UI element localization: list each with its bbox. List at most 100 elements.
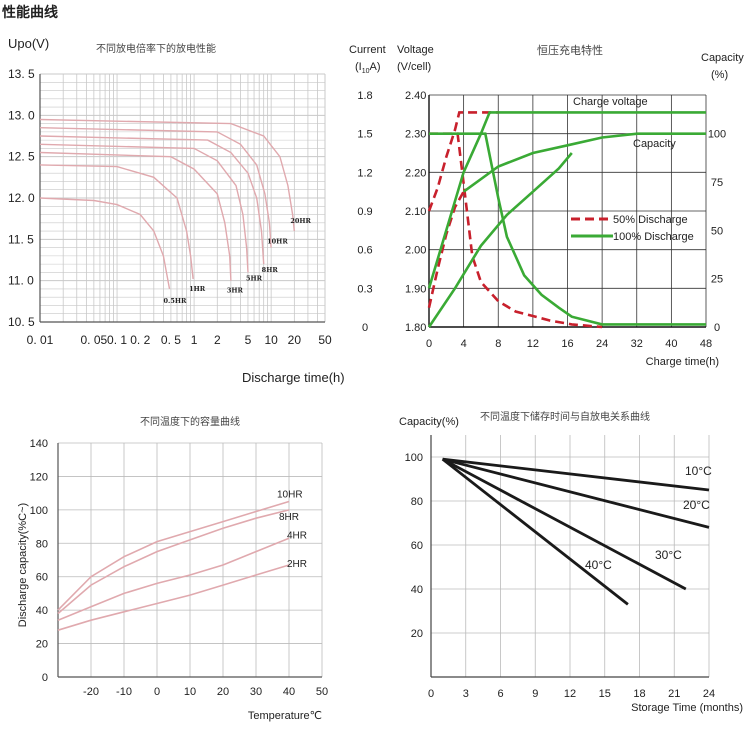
series-line-20°C [442,457,710,529]
x-tick-label: 40 [283,686,295,698]
y-tick-label: 20 [36,639,48,651]
x-tick-label: 0 [426,338,432,350]
chart-title: 恒压充电特性 [537,43,603,57]
x-tick-label: 20 [288,333,302,347]
series-line-4HR [57,537,290,621]
series-line-10HR [39,127,272,248]
current-axis-label: Current [349,44,386,56]
x-axis-label: Charge time(h) [646,356,719,368]
series-line-0.5HR [39,197,171,290]
y-tick-label: 40 [36,605,48,617]
self-discharge-chart: 20 40 60 80 100 0 3 6 9 12 15 18 21 24 Capacity(%) 不同温度… [399,410,743,714]
y-tick-label: 40 [411,584,423,596]
series-line-100-discharge-current [429,132,706,326]
series-label: 8HR [262,266,279,274]
capacity-axis-unit: (%) [711,69,728,81]
series-line-20HR [39,118,295,232]
x-tick-label: -10 [116,686,132,698]
x-axis-label: Temperature℃ [248,710,322,722]
x-tick-label: 50 [318,333,332,347]
series-line-50-discharge-voltage [427,111,499,212]
y-tick-label: 20 [411,628,423,640]
x-tick-label: 4 [461,338,467,350]
series-line-3HR [39,151,232,281]
series-label: 10°C [685,464,712,478]
x-tick-label: 24 [703,688,715,700]
y-tick-label: 13. 5 [8,67,35,81]
chart-title: 不同温度下储存时间与自放电关系曲线 [480,410,650,423]
capacity-axis-label: Capacity [701,52,744,64]
x-tick-label: 0. 2 [130,333,150,347]
x-tick-label: 40 [665,338,677,350]
legend-label: 100% Discharge [613,231,694,243]
chart-title: 不同放电倍率下的放电性能 [96,42,216,55]
constant-voltage-charge-chart: 恒压充电特性 Current (I10A) Voltage (V/cell) Capaci… [349,43,744,368]
y-axis-label: Capacity(%) [399,416,459,428]
voltage-tick-label: 1.90 [405,283,426,295]
current-tick-label: 0.6 [357,245,372,257]
series-label: 30°C [655,548,682,562]
series-line-5HR [39,143,249,273]
x-tick-label: 6 [497,688,503,700]
capacity-tick-label: 50 [711,225,723,237]
voltage-axis-unit: (V/cell) [397,61,431,73]
series-line-100-discharge-voltage [427,111,499,289]
x-tick-label: 12 [527,338,539,350]
y-tick-label: 0 [42,672,48,684]
x-tick-label: -20 [83,686,99,698]
y-tick-label: 140 [30,438,48,450]
series-label: 10HR [277,490,303,501]
voltage-tick-label: 2.30 [405,129,426,141]
series-line-30°C [441,457,687,591]
x-tick-label: 10 [264,333,278,347]
page-title: 性能曲线 [2,5,58,21]
series-label: 10HR [267,238,288,246]
series-line-8HR [57,509,290,615]
series-label: 2HR [287,559,307,570]
series-label: 20°C [683,498,710,512]
x-tick-label: 30 [250,686,262,698]
voltage-tick-label: 2.40 [405,90,426,102]
x-tick-label: 18 [633,688,645,700]
x-tick-label: 0. 5 [161,333,181,347]
discharge-rate-chart: 10. 511. 011. 512. 012. 513. 013. 50. 01… [8,36,345,385]
capacity-tick-label: 0 [714,322,720,334]
x-tick-label: 48 [700,338,712,350]
y-tick-label: 13. 0 [8,108,35,122]
x-axis-label: Storage Time (months) [631,702,743,714]
x-tick-label: 0. 1 [107,333,127,347]
series-label: 20HR [290,217,311,225]
x-tick-label: 15 [599,688,611,700]
x-tick-label: 32 [631,338,643,350]
series-label: 3HR [227,287,244,295]
series-line-40°C [441,458,629,606]
y-axis-label: Upo(V) [8,36,49,51]
series-line-10°C [442,457,710,492]
series-label: 1HR [189,285,206,293]
y-tick-label: 100 [30,505,48,517]
series-line-50-discharge-current [429,132,603,329]
series-label: 0.5HR [164,297,187,305]
x-tick-label: 0. 01 [27,333,54,347]
x-tick-label: 8 [495,338,501,350]
current-tick-label: 1.8 [357,90,372,102]
x-tick-label: 12 [564,688,576,700]
series-line-2HR [57,564,290,631]
temperature-capacity-chart: 0 20 40 60 80 100 120 140 -20 -10 0 10 20 30 40 50 不同温度下… [17,415,328,722]
voltage-axis-label: Voltage [397,44,434,56]
current-tick-label: 1.2 [357,167,372,179]
series-line-8HR [39,135,265,265]
y-tick-label: 80 [411,496,423,508]
series-line-100-discharge-capacity [427,152,573,328]
current-tick-label: 0.9 [357,206,372,218]
y-tick-label: 120 [30,471,48,483]
x-tick-label: 24 [596,338,608,350]
x-tick-label: 5 [245,333,252,347]
annotation-charge-voltage: Charge voltage [573,96,648,108]
legend-label: 50% Discharge [613,214,688,226]
voltage-tick-label: 2.00 [405,245,426,257]
x-tick-label: 1 [191,333,198,347]
x-tick-label: 3 [463,688,469,700]
x-tick-label: 0 [154,686,160,698]
x-tick-label: 21 [668,688,680,700]
